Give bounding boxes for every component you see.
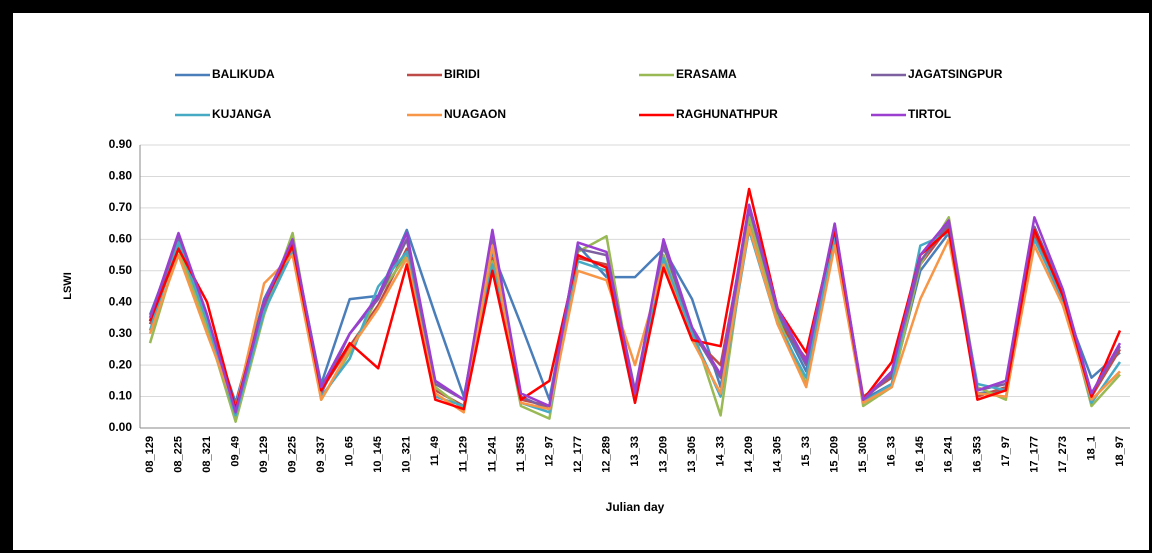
y-tick-label: 0.80 <box>109 169 133 183</box>
x-tick-label: 17_177 <box>1028 436 1040 473</box>
x-tick-label: 15_209 <box>829 436 841 473</box>
legend-label: BIRIDI <box>444 67 480 81</box>
series-line <box>148 203 1122 414</box>
legend-label: RAGHUNATHPUR <box>676 107 778 121</box>
x-tick-label: 10_145 <box>372 436 384 473</box>
x-tick-label: 16_241 <box>943 436 955 473</box>
legend-label: TIRTOL <box>908 107 951 121</box>
x-tick-label: 13_33 <box>629 436 641 467</box>
x-tick-label: 09_225 <box>287 436 299 473</box>
x-tick-label: 18_97 <box>1114 436 1126 467</box>
x-tick-label: 08_321 <box>201 436 213 473</box>
y-tick-label: 0.90 <box>109 137 133 151</box>
x-tick-label: 10_65 <box>344 436 356 467</box>
legend-label: BALIKUDA <box>212 67 275 81</box>
legend-label: KUJANGA <box>212 107 272 121</box>
x-tick-label: 16_353 <box>971 436 983 473</box>
x-tick-label: 12_97 <box>543 436 555 467</box>
x-tick-label: 13_305 <box>686 436 698 473</box>
x-tick-label: 17_273 <box>1057 436 1069 473</box>
x-tick-label: 09_337 <box>315 436 327 473</box>
legend-label: JAGATSINGPUR <box>908 67 1003 81</box>
x-tick-label: 11_49 <box>429 436 441 466</box>
x-tick-label: 17_97 <box>1000 436 1012 467</box>
x-tick-label: 14_305 <box>772 436 784 473</box>
x-tick-label: 09_49 <box>229 436 241 467</box>
x-tick-label: 12_289 <box>600 436 612 473</box>
legend-label: NUAGAON <box>444 107 506 121</box>
x-tick-label: 11_129 <box>458 436 470 472</box>
x-tick-label: 15_305 <box>857 436 869 473</box>
y-tick-label: 0.70 <box>109 200 133 214</box>
x-tick-label: 08_225 <box>172 436 184 473</box>
y-tick-label: 0.00 <box>109 420 133 434</box>
x-tick-label: 11_241 <box>486 436 498 472</box>
y-tick-label: 0.10 <box>109 389 133 403</box>
x-tick-label: 11_353 <box>515 436 527 472</box>
x-tick-label: 18_1 <box>1085 436 1097 460</box>
y-tick-label: 0.20 <box>109 357 133 371</box>
x-tick-label: 16_145 <box>914 436 926 473</box>
y-tick-label: 0.30 <box>109 326 133 340</box>
x-tick-label: 09_129 <box>258 436 270 473</box>
y-tick-label: 0.60 <box>109 232 133 246</box>
x-tick-label: 14_33 <box>714 436 726 467</box>
x-axis-label: Julian day <box>606 500 665 514</box>
x-tick-label: 14_209 <box>743 436 755 473</box>
y-tick-label: 0.50 <box>109 263 133 277</box>
x-tick-label: 13_209 <box>657 436 669 473</box>
legend-label: ERASAMA <box>676 67 737 81</box>
x-tick-label: 16_33 <box>886 436 898 467</box>
x-tick-label: 08_129 <box>144 436 156 473</box>
y-tick-label: 0.40 <box>109 294 133 308</box>
x-tick-label: 10_321 <box>401 436 413 473</box>
y-axis-label: LSWI <box>62 272 74 300</box>
x-tick-label: 12_177 <box>572 436 584 473</box>
x-tick-label: 15_33 <box>800 436 812 467</box>
